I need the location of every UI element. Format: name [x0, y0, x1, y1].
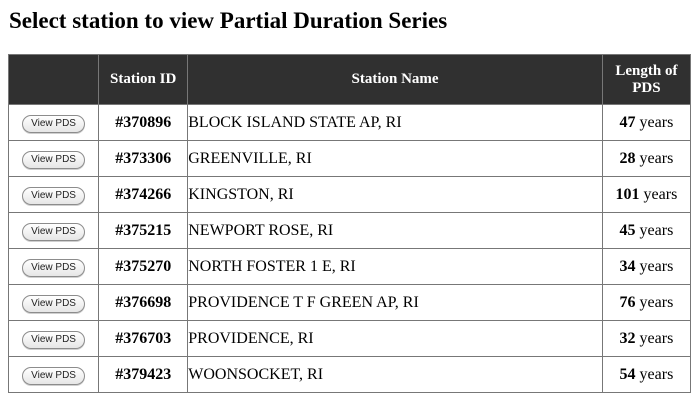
pds-length-units: years	[639, 365, 674, 383]
station-name: WOONSOCKET, RI	[187, 356, 603, 393]
station-name: GREENVILLE, RI	[187, 140, 603, 177]
pds-length: 47 years	[601, 104, 692, 141]
station-name: BLOCK ISLAND STATE AP, RI	[187, 104, 603, 141]
pds-length-value: 76	[619, 293, 636, 311]
station-id: #379423	[98, 356, 189, 393]
station-name: PROVIDENCE T F GREEN AP, RI	[187, 284, 603, 321]
table-row: View PDS #379423 WOONSOCKET, RI 54 years	[7, 356, 692, 393]
pds-length: 32 years	[601, 320, 692, 357]
pds-length: 45 years	[601, 212, 692, 249]
pds-length: 101 years	[601, 176, 692, 213]
pds-length-units: years	[639, 113, 674, 131]
pds-length-value: 54	[619, 365, 636, 383]
station-name: KINGSTON, RI	[187, 176, 603, 213]
pds-length: 76 years	[601, 284, 692, 321]
pds-length-units: years	[639, 293, 674, 311]
view-pds-button[interactable]: View PDS	[22, 330, 85, 349]
pds-length-value: 45	[619, 221, 636, 239]
header-length-line2: PDS	[632, 79, 661, 96]
table-row: View PDS #373306 GREENVILLE, RI 28 years	[7, 140, 692, 177]
table-row: View PDS #375215 NEWPORT ROSE, RI 45 yea…	[7, 212, 692, 249]
pds-length-value: 47	[619, 113, 636, 131]
header-station-name: Station Name	[187, 54, 603, 105]
station-id: #375215	[98, 212, 189, 249]
view-pds-button[interactable]: View PDS	[22, 114, 85, 133]
pds-length-value: 32	[619, 329, 636, 347]
pds-length-value: 34	[619, 257, 636, 275]
station-name: PROVIDENCE, RI	[187, 320, 603, 357]
station-id: #370896	[98, 104, 189, 141]
stations-table: Station ID Station Name Length of PDS Vi…	[7, 54, 692, 393]
table-row: View PDS #370896 BLOCK ISLAND STATE AP, …	[7, 104, 692, 141]
table-row: View PDS #374266 KINGSTON, RI 101 years	[7, 176, 692, 213]
station-id: #374266	[98, 176, 189, 213]
pds-length-units: years	[639, 329, 674, 347]
table-header-row: Station ID Station Name Length of PDS	[7, 54, 692, 105]
station-id: #375270	[98, 248, 189, 285]
header-button-column	[7, 54, 100, 105]
pds-length-units: years	[639, 149, 674, 167]
station-id: #373306	[98, 140, 189, 177]
table-row: View PDS #375270 NORTH FOSTER 1 E, RI 34…	[7, 248, 692, 285]
station-id: #376703	[98, 320, 189, 357]
view-pds-button[interactable]: View PDS	[22, 186, 85, 205]
pds-length-units: years	[639, 221, 674, 239]
station-id: #376698	[98, 284, 189, 321]
view-pds-button[interactable]: View PDS	[22, 150, 85, 169]
station-name: NEWPORT ROSE, RI	[187, 212, 603, 249]
pds-length: 28 years	[601, 140, 692, 177]
station-name: NORTH FOSTER 1 E, RI	[187, 248, 603, 285]
table-row: View PDS #376698 PROVIDENCE T F GREEN AP…	[7, 284, 692, 321]
pds-length-value: 28	[619, 149, 636, 167]
table-row: View PDS #376703 PROVIDENCE, RI 32 years	[7, 320, 692, 357]
pds-length-units: years	[639, 257, 674, 275]
view-pds-button[interactable]: View PDS	[22, 222, 85, 241]
pds-length: 34 years	[601, 248, 692, 285]
pds-length: 54 years	[601, 356, 692, 393]
view-pds-button[interactable]: View PDS	[22, 258, 85, 277]
pds-length-units: years	[643, 185, 678, 203]
header-length-of-pds: Length of PDS	[601, 54, 692, 105]
view-pds-button[interactable]: View PDS	[22, 366, 85, 385]
page-title: Select station to view Partial Duration …	[9, 8, 448, 33]
header-station-id: Station ID	[98, 54, 189, 105]
header-length-line1: Length of	[615, 62, 678, 79]
pds-length-value: 101	[615, 185, 640, 203]
view-pds-button[interactable]: View PDS	[22, 294, 85, 313]
